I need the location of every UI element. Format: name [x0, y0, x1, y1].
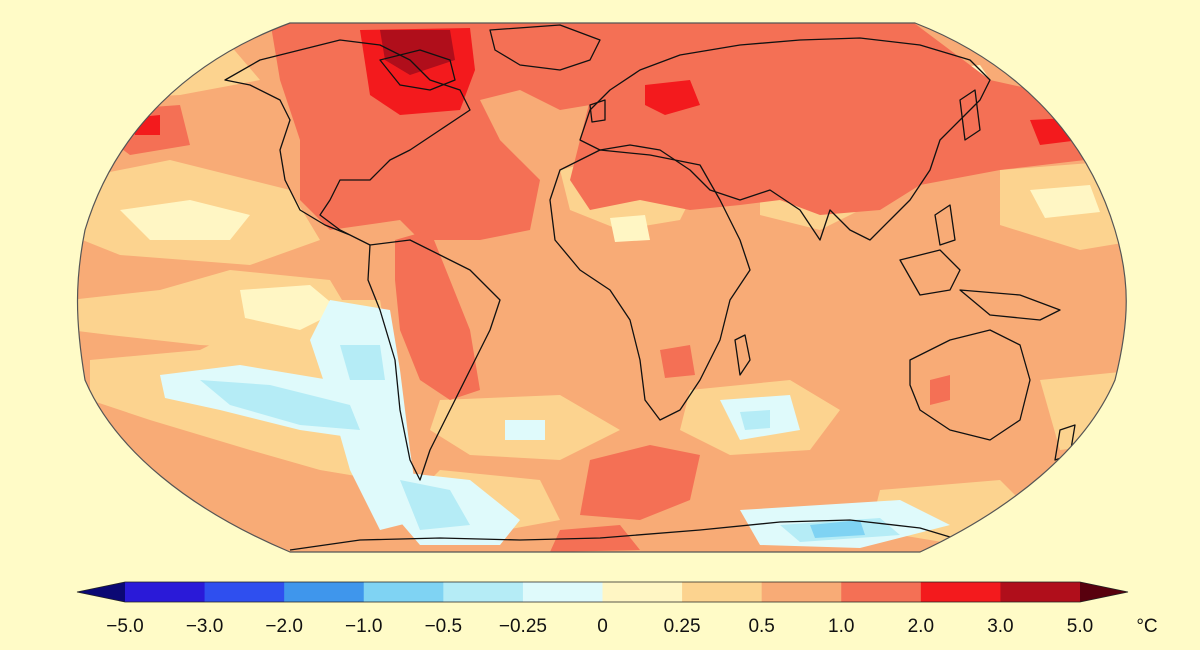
philippines-coast — [934, 204, 956, 246]
colorbar-tick-label: −0.25 — [499, 616, 547, 637]
borneo-coast — [899, 249, 961, 296]
south-america-coast — [367, 239, 501, 481]
anomaly-zone-3.0-5.0 — [380, 30, 455, 75]
colorbar-tick-label: −3.0 — [186, 616, 224, 637]
north-america-coast — [224, 39, 471, 246]
greenland-coast — [489, 24, 601, 71]
colorbar-tick-label: 0.25 — [664, 616, 701, 637]
colorbar-swatch — [522, 582, 603, 602]
colorbar-tick-label: −1.0 — [345, 616, 383, 637]
colorbar-tick-label: −2.0 — [265, 616, 303, 637]
colorbar-tick-labels: −5.0 −3.0 −2.0 −1.0 −0.5 −0.25 0 0.25 0.5 1.0 2.0 3… — [106, 616, 1093, 637]
anomaly-map — [76, 22, 1127, 553]
colorbar-swatch — [125, 582, 206, 602]
colorbar-tick-label: 2.0 — [908, 616, 934, 637]
colorbar-tick-label: 5.0 — [1067, 616, 1093, 637]
new-guinea-coast — [959, 289, 1061, 321]
colorbar-swatch — [920, 582, 1001, 602]
colorbar-outline — [76, 581, 1129, 603]
colorbar-swatch — [363, 582, 444, 602]
antarctica-coast — [289, 519, 991, 551]
colorbar-swatch — [602, 582, 683, 602]
anomaly-field — [77, 23, 1127, 552]
madagascar-coast — [734, 334, 751, 376]
colorbar-tick-label: −0.5 — [425, 616, 463, 637]
colorbar — [76, 581, 1129, 603]
hudson-bay-coast — [379, 49, 456, 91]
colorbar-over-arrow — [1080, 582, 1128, 602]
anomaly-zone-1.0-2.0 — [110, 23, 1085, 552]
colorbar-tick-label: 0 — [597, 616, 608, 637]
eurasia-coast — [579, 37, 991, 241]
africa-coast — [549, 149, 751, 421]
colorbar-swatch — [841, 582, 922, 602]
colorbar-swatch — [1000, 582, 1081, 602]
globe-outline — [76, 22, 1127, 553]
australia-coast — [909, 329, 1031, 441]
colorbar-swatch — [761, 582, 842, 602]
colorbar-swatch — [443, 582, 524, 602]
colorbar-tick-label: 0.5 — [748, 616, 774, 637]
colorbar-tick-label: −5.0 — [106, 616, 144, 637]
colorbar-tick-label: 1.0 — [828, 616, 854, 637]
colorbar-under-arrow — [77, 582, 125, 602]
coastlines — [224, 24, 1076, 551]
colorbar-tick-label: 3.0 — [987, 616, 1013, 637]
colorbar-swatch — [204, 582, 285, 602]
british-isles-coast — [589, 99, 606, 123]
colorbar-legend: −5.0 −3.0 −2.0 −1.0 −0.5 −0.25 0 0.25 0.5 1.0 2.0 3… — [76, 581, 1158, 637]
colorbar-swatch — [284, 582, 365, 602]
colorbar-swatch — [682, 582, 763, 602]
colorbar-unit-label: °C — [1136, 616, 1157, 637]
japan-coast — [959, 89, 981, 141]
